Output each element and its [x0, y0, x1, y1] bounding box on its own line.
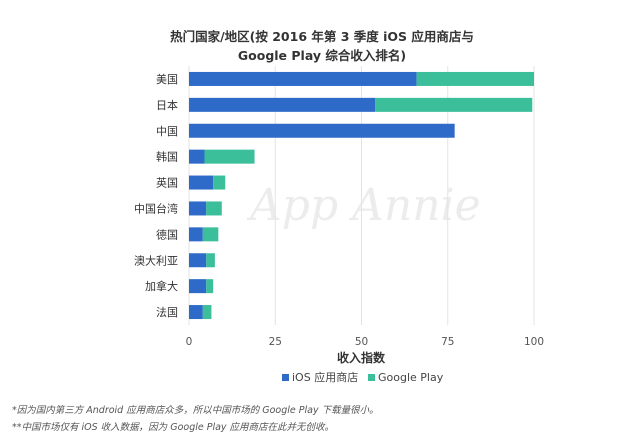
legend-label: Google Play	[378, 371, 444, 384]
bar-segment	[189, 97, 376, 112]
x-tick-labels: 0 25 50 75 100	[186, 336, 544, 348]
chart-title-line-2: Google Play 综合收入排名)	[238, 48, 406, 63]
category-label: 韩国	[156, 150, 178, 164]
bar-segment	[206, 279, 214, 294]
legend: iOS 应用商店 Google Play	[282, 370, 444, 384]
bar-segment	[189, 149, 205, 164]
bar-segment	[189, 279, 207, 294]
bar-segment	[206, 201, 222, 216]
bar-segment	[189, 123, 455, 138]
category-label: 中国台湾	[134, 201, 178, 215]
bar-segment	[213, 175, 226, 190]
category-label: 德国	[156, 227, 178, 241]
x-tick-label: 0	[186, 336, 193, 348]
bar-segment	[202, 227, 219, 242]
x-tick-label: 75	[441, 336, 454, 348]
bar-segment	[189, 305, 203, 320]
bar-segment	[206, 253, 215, 268]
category-label: 澳大利亚	[134, 253, 178, 267]
bars	[189, 71, 534, 320]
category-label: 加拿大	[145, 279, 178, 293]
x-tick-label: 50	[355, 336, 368, 348]
category-label: 中国	[156, 125, 178, 138]
chart-title-line-1: 热门国家/地区(按 2016 年第 3 季度 iOS 应用商店与	[170, 29, 474, 44]
legend-swatch	[282, 374, 289, 381]
category-label: 美国	[156, 73, 178, 86]
bar-segment	[189, 71, 417, 86]
category-label: 英国	[156, 176, 178, 190]
legend-label: iOS 应用商店	[292, 370, 358, 384]
bar-segment	[189, 253, 207, 268]
bar-segment	[416, 71, 534, 86]
bar-segment	[189, 175, 214, 190]
bar-segment	[204, 149, 255, 164]
category-label: 法国	[156, 305, 178, 319]
bar-segment	[375, 97, 533, 112]
bar-segment	[189, 227, 203, 242]
x-axis-title: 收入指数	[337, 350, 386, 365]
bar-segment	[202, 305, 212, 320]
category-label: 日本	[156, 98, 178, 112]
footnote-2: **中国市场仅有 iOS 收入数据，因为 Google Play 应用商店在此并…	[12, 422, 335, 433]
footnote-1: *因为国内第三方 Android 应用商店众多，所以中国市场的 Google P…	[12, 405, 379, 416]
x-tick-label: 25	[269, 336, 282, 348]
legend-swatch	[368, 374, 375, 381]
x-tick-label: 100	[524, 336, 544, 348]
bar-segment	[189, 201, 207, 216]
watermark: App Annie	[246, 180, 481, 231]
